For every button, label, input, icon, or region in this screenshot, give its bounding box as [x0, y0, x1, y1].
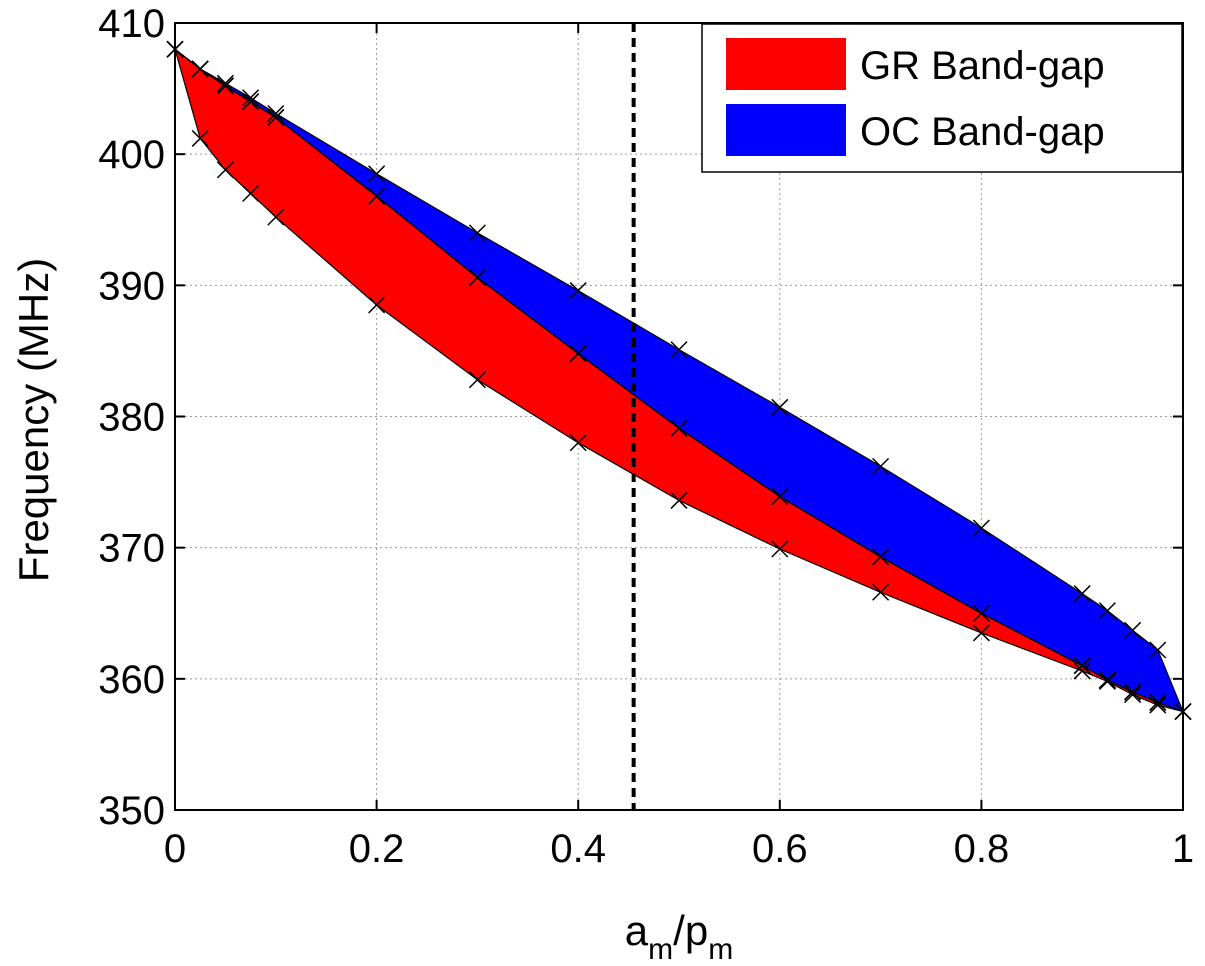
x-marker — [368, 187, 386, 205]
x-marker — [242, 93, 260, 111]
x-marker — [191, 129, 209, 147]
x-marker — [1073, 662, 1091, 680]
y-tick-label: 410 — [98, 2, 165, 46]
x-marker — [242, 89, 260, 107]
x-marker — [1124, 686, 1142, 704]
x-marker — [1149, 696, 1167, 714]
y-tick-label: 380 — [98, 396, 165, 440]
y-axis-label: Frequency (MHz) — [10, 258, 57, 582]
x-marker — [972, 604, 990, 622]
x-marker — [368, 296, 386, 314]
legend-label-oc: OC Band-gap — [860, 110, 1105, 154]
x-marker — [468, 224, 486, 242]
x-marker — [771, 487, 789, 506]
x-marker — [771, 540, 789, 558]
x-marker — [267, 108, 285, 126]
x-tick-label: 0 — [164, 827, 186, 871]
y-tick-label: 360 — [98, 658, 165, 702]
x-marker — [972, 519, 990, 537]
x-tick-label: 1 — [1172, 827, 1194, 871]
x-marker — [872, 548, 890, 566]
x-tick-label: 0.8 — [954, 827, 1010, 871]
x-marker — [872, 583, 890, 601]
x-marker — [771, 398, 789, 416]
x-marker — [191, 60, 209, 78]
x-marker — [569, 282, 587, 300]
x-marker — [972, 624, 990, 642]
x-marker — [569, 345, 587, 363]
axis-ticks — [174, 22, 1184, 811]
legend-label-gr: GR Band-gap — [860, 44, 1105, 88]
y-tick-label: 390 — [98, 264, 165, 308]
x-marker — [670, 341, 688, 359]
legend-swatch-gr — [726, 38, 846, 90]
y-tick-label: 370 — [98, 527, 165, 571]
x-marker — [569, 434, 587, 452]
x-marker — [267, 208, 285, 226]
x-marker — [368, 165, 386, 183]
x-tick-label: 0.2 — [349, 827, 405, 871]
y-tick-label: 350 — [98, 789, 165, 833]
x-marker — [216, 74, 234, 92]
x-marker — [872, 457, 890, 475]
x-marker — [1073, 657, 1091, 675]
x-marker — [468, 268, 486, 286]
y-tick-label: 400 — [98, 133, 165, 177]
x-marker — [670, 491, 688, 509]
x-axis-label: am/pm — [625, 907, 733, 966]
x-marker — [1149, 693, 1167, 711]
x-marker — [1098, 602, 1116, 620]
y-tick-labels: 350 360 370 380 390 400 410 — [98, 2, 165, 833]
x-marker — [267, 104, 285, 123]
x-marker — [216, 77, 234, 95]
x-marker — [670, 419, 688, 437]
legend-swatch-oc — [726, 104, 846, 156]
data-markers — [166, 40, 1192, 721]
x-marker — [1073, 585, 1091, 603]
legend: GR Band-gap OC Band-gap — [701, 23, 1183, 173]
x-marker — [216, 161, 234, 179]
x-axis-label-sub2: m — [708, 933, 733, 966]
x-tick-labels: 0 0.2 0.4 0.6 0.8 1 — [164, 827, 1194, 871]
x-marker — [1098, 672, 1116, 690]
x-tick-label: 0.4 — [550, 827, 606, 871]
x-marker — [242, 184, 260, 203]
band-gap-areas — [175, 49, 1183, 712]
x-marker — [1098, 671, 1116, 689]
x-marker — [1124, 621, 1142, 639]
x-marker — [468, 371, 486, 389]
x-axis-label-sub1: m — [648, 933, 673, 966]
band-area-1 — [175, 49, 1183, 712]
x-marker — [1149, 641, 1167, 659]
x-tick-label: 0.6 — [752, 827, 808, 871]
x-marker — [1124, 683, 1142, 701]
